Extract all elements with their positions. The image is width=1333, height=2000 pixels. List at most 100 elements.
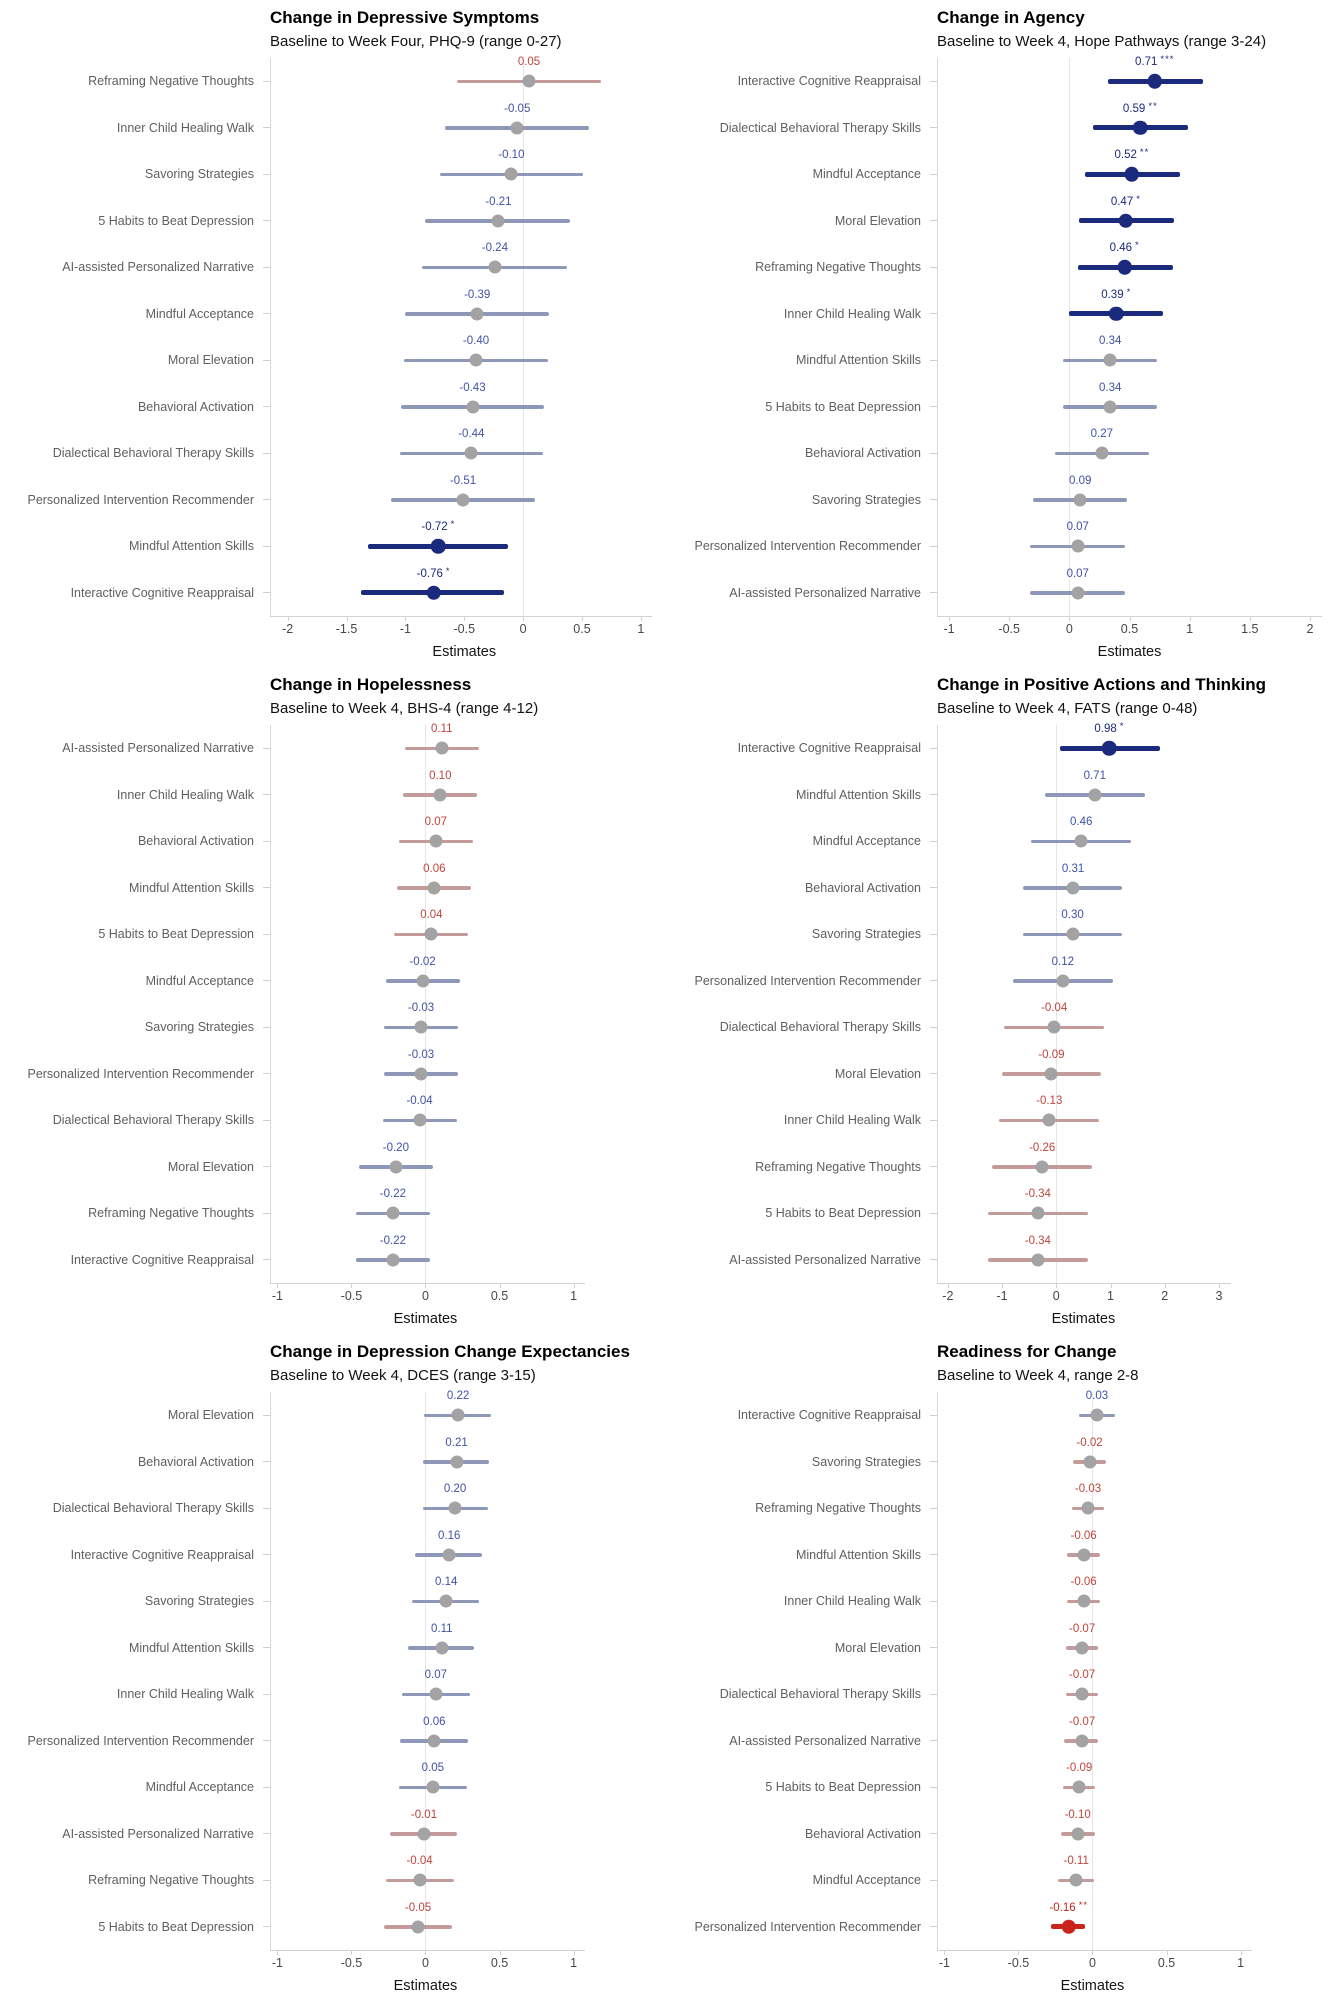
y-tick-mark bbox=[263, 1647, 270, 1649]
estimate-point bbox=[1072, 1780, 1086, 1794]
x-axis-label: Estimates bbox=[393, 1311, 458, 1327]
x-tick-mark bbox=[1009, 617, 1011, 621]
x-axis-baseline bbox=[937, 1950, 1253, 1951]
estimate-point bbox=[1031, 1206, 1045, 1220]
estimate-value-text: 0.52 bbox=[1114, 149, 1137, 162]
row-label: Personalized Intervention Recommender bbox=[27, 1733, 254, 1748]
estimate-point bbox=[1066, 881, 1080, 895]
estimate-value-label: -0.04 bbox=[406, 1855, 432, 1868]
x-axis-baseline bbox=[270, 1950, 586, 1951]
row-label: Personalized Intervention Recommender bbox=[27, 1066, 254, 1081]
estimate-value-label: -0.34 bbox=[1025, 1235, 1051, 1248]
y-tick-mark bbox=[930, 1554, 937, 1556]
estimate-point bbox=[413, 1873, 427, 1887]
row-label: Inner Child Healing Walk bbox=[116, 787, 254, 802]
zero-gridline bbox=[1056, 725, 1058, 1283]
panel-title: Change in Depressive Symptoms bbox=[270, 8, 540, 27]
estimate-value-text: 0.04 bbox=[420, 909, 443, 922]
significance-stars: * bbox=[450, 519, 456, 531]
estimate-value-label: 0.98 * bbox=[1094, 721, 1124, 736]
estimate-value-text: 0.03 bbox=[1085, 1390, 1109, 1403]
y-tick-mark bbox=[930, 840, 937, 842]
estimate-point bbox=[1124, 167, 1140, 182]
estimate-point bbox=[504, 167, 518, 181]
estimate-value-label: -0.06 bbox=[1070, 1576, 1096, 1589]
y-tick-mark bbox=[263, 747, 270, 749]
x-tick-mark bbox=[499, 1951, 501, 1955]
x-tick-mark bbox=[425, 1284, 427, 1288]
estimate-value-label: 0.27 bbox=[1091, 428, 1113, 441]
estimate-value-text: -0.05 bbox=[504, 102, 531, 115]
estimate-value-label: 0.34 bbox=[1099, 382, 1121, 395]
estimate-value-label: -0.40 bbox=[463, 335, 489, 348]
estimate-value-label: -0.03 bbox=[1075, 1483, 1101, 1496]
x-tick-label: -0.5 bbox=[340, 1956, 363, 1970]
estimate-value-text: 0.71 bbox=[1135, 56, 1158, 69]
x-tick-mark bbox=[1056, 1284, 1058, 1288]
estimate-value-text: 0.06 bbox=[423, 1715, 446, 1728]
y-tick-mark bbox=[930, 1600, 937, 1602]
x-tick-label: 2 bbox=[1161, 1289, 1169, 1303]
estimate-value-text: -0.76 bbox=[416, 567, 443, 580]
row-label: Personalized Intervention Recommender bbox=[694, 539, 921, 554]
panel-subtitle: Baseline to Week 4, range 2-8 bbox=[937, 1367, 1139, 1384]
estimate-value-label: -0.07 bbox=[1069, 1623, 1095, 1636]
x-tick-label: 0.5 bbox=[573, 622, 591, 636]
estimate-value-text: 0.46 bbox=[1070, 816, 1093, 829]
x-tick-label: 0 bbox=[519, 622, 527, 636]
estimate-point bbox=[466, 400, 479, 414]
estimate-value-text: -0.03 bbox=[407, 1048, 435, 1061]
row-label: Moral Elevation bbox=[834, 213, 921, 228]
plot-area: -1 -0.5 0 0.5 1 1.5 2 Estimates 0.71 *** 0.59 ** 0.5… bbox=[930, 54, 1322, 660]
estimate-point bbox=[386, 1206, 400, 1220]
row-label: Savoring Strategies bbox=[144, 1020, 254, 1035]
row-label: Moral Elevation bbox=[834, 1640, 921, 1655]
y-tick-mark bbox=[930, 359, 937, 361]
y-tick-mark bbox=[930, 313, 937, 315]
estimate-point bbox=[522, 74, 536, 88]
x-tick-label: 0.5 bbox=[1157, 1956, 1176, 1970]
estimate-value-text: 0.98 bbox=[1094, 723, 1117, 736]
x-tick-mark bbox=[346, 617, 348, 621]
x-tick-label: -0.5 bbox=[1007, 1956, 1030, 1970]
estimate-point bbox=[456, 493, 470, 507]
x-tick-mark bbox=[573, 1951, 575, 1955]
estimate-value-label: -0.13 bbox=[1036, 1095, 1062, 1108]
x-tick-mark bbox=[1189, 617, 1191, 621]
estimate-value-text: -0.21 bbox=[485, 195, 512, 208]
estimate-point bbox=[1075, 1734, 1089, 1748]
y-tick-mark bbox=[263, 1026, 270, 1028]
y-tick-mark bbox=[930, 592, 937, 594]
significance-stars: ** bbox=[1078, 1899, 1089, 1911]
estimate-point bbox=[1061, 1919, 1077, 1934]
row-label: AI-assisted Personalized Narrative bbox=[729, 585, 921, 600]
estimate-point bbox=[1083, 1455, 1097, 1469]
x-tick-label: 0.5 bbox=[1120, 622, 1139, 636]
x-tick-label: 0 bbox=[1065, 622, 1073, 636]
x-tick-mark bbox=[425, 1951, 427, 1955]
panel-depression-change-expectancies: Change in Depression Change Expectancies… bbox=[0, 1334, 666, 2000]
x-tick-mark bbox=[947, 1284, 949, 1288]
x-axis-label: Estimates bbox=[432, 644, 497, 660]
row-label: Inner Child Healing Walk bbox=[783, 306, 921, 321]
x-tick-mark bbox=[464, 617, 466, 621]
y-tick-mark bbox=[263, 1166, 270, 1168]
estimate-value-label: -0.03 bbox=[408, 1002, 434, 1015]
significance-stars: *** bbox=[1160, 54, 1175, 66]
panel-agency: Change in Agency Baseline to Week 4, Hope… bbox=[667, 0, 1333, 666]
x-tick-label: 2 bbox=[1306, 622, 1314, 636]
estimate-value-text: -0.72 bbox=[421, 521, 448, 534]
row-label: Moral Elevation bbox=[167, 1159, 254, 1174]
plot-area: -1 -0.5 0 0.5 1 Estimates 0.22 0.21 0.20 0.16 0.14… bbox=[263, 1390, 655, 1994]
y-tick-mark bbox=[263, 1600, 270, 1602]
zero-gridline bbox=[523, 58, 525, 616]
row-label: Dialectical Behavioral Therapy Skills bbox=[52, 446, 254, 461]
x-tick-label: 1 bbox=[570, 1289, 578, 1303]
x-tick-label: -1 bbox=[996, 1289, 1008, 1303]
row-label: Savoring Strategies bbox=[144, 167, 254, 182]
estimate-value-label: -0.05 bbox=[405, 1902, 431, 1915]
estimate-value-label: 0.16 bbox=[438, 1530, 460, 1543]
estimate-value-label: 0.06 bbox=[423, 863, 445, 876]
estimate-point bbox=[414, 1067, 428, 1081]
